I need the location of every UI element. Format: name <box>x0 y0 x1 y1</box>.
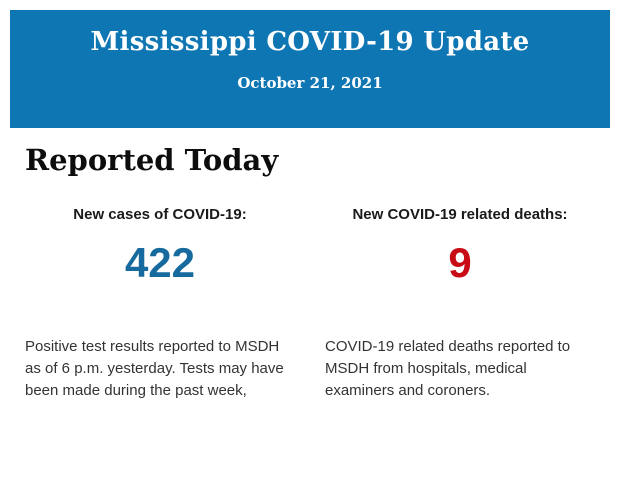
new-deaths-description: COVID-19 related deaths reported to MSDH… <box>325 338 571 399</box>
new-deaths-value: 9 <box>448 238 472 286</box>
section-heading: Reported Today <box>25 143 279 177</box>
newsletter-title: Mississippi COVID-19 Update <box>90 27 530 57</box>
stat-new-deaths: New COVID-19 related deaths: 9 COVID-19 … <box>325 206 595 402</box>
newsletter-header: Mississippi COVID-19 Update October 21, … <box>10 10 610 128</box>
new-cases-description: Positive test results reported to MSDH a… <box>25 338 284 399</box>
report-body: Reported Today New cases of COVID-19: 42… <box>0 143 620 401</box>
new-deaths-label: New COVID-19 related deaths: <box>352 205 568 223</box>
new-cases-value: 422 <box>124 238 196 286</box>
stat-new-cases: New cases of COVID-19: 422 Positive test… <box>25 206 295 402</box>
newsletter-page: Mississippi COVID-19 Update October 21, … <box>0 10 620 493</box>
newsletter-date: October 21, 2021 <box>237 74 383 92</box>
stats-grid: New cases of COVID-19: 422 Positive test… <box>25 206 595 402</box>
new-cases-label: New cases of COVID-19: <box>73 205 247 223</box>
